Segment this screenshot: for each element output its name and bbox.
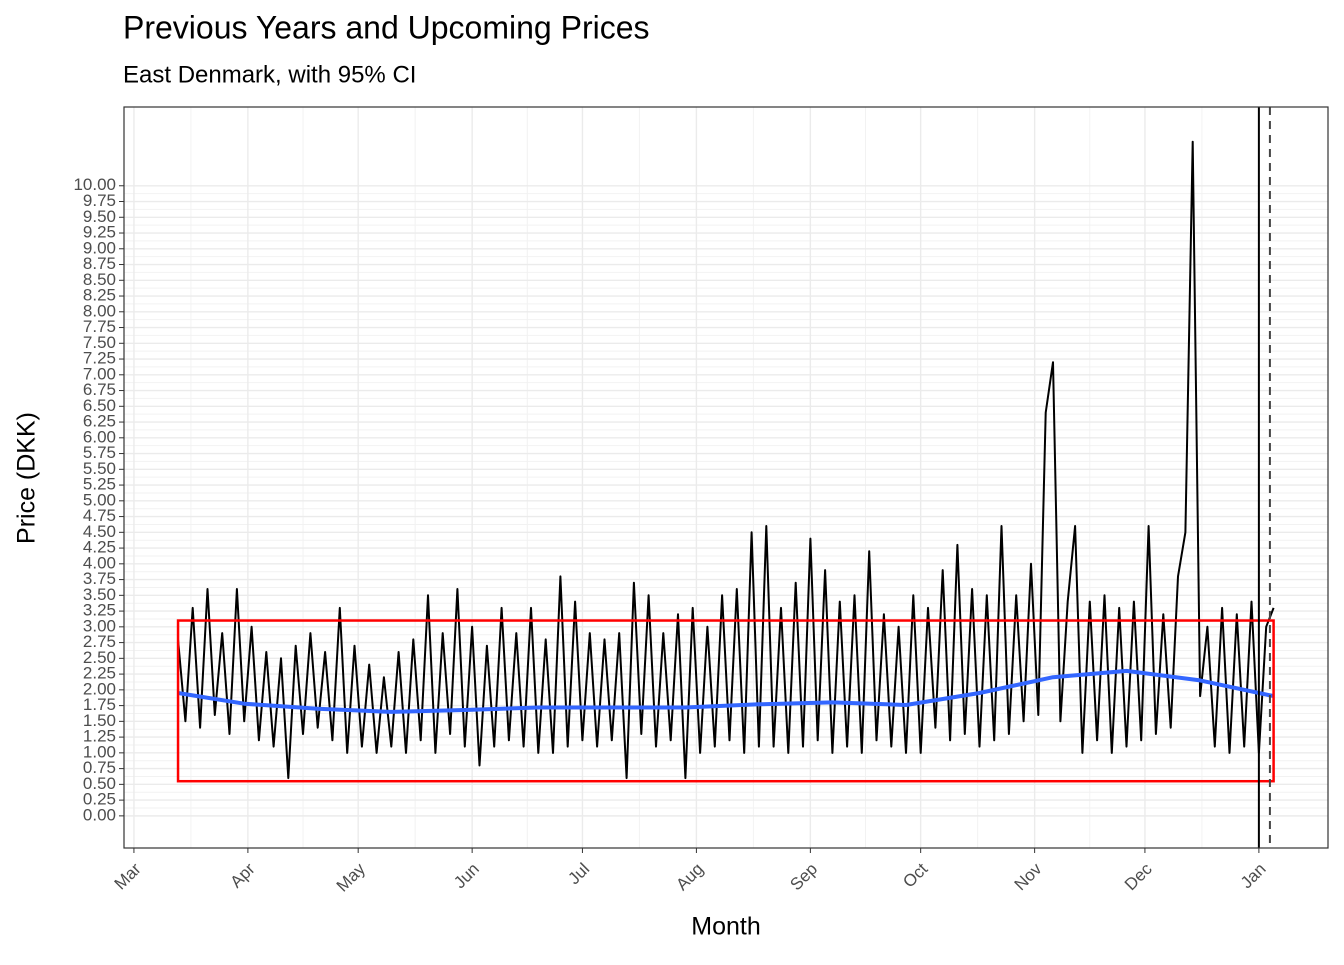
y-tick-label: 2.50 xyxy=(83,648,116,667)
y-tick-label: 7.00 xyxy=(83,364,116,383)
price-line xyxy=(177,140,1275,780)
y-tick-label: 1.00 xyxy=(83,742,116,761)
y-tick-label: 2.00 xyxy=(83,679,116,698)
y-tick-label: 0.50 xyxy=(83,774,116,793)
y-tick-label: 0.25 xyxy=(83,790,116,809)
x-tick-label: Sep xyxy=(786,859,821,894)
y-tick-label: 4.75 xyxy=(83,506,116,525)
y-tick-label: 4.25 xyxy=(83,538,116,557)
y-tick-label: 5.00 xyxy=(83,490,116,509)
y-tick-label: 7.25 xyxy=(83,349,116,368)
y-tick-label: 6.00 xyxy=(83,427,116,446)
y-tick-label: 8.25 xyxy=(83,286,116,305)
y-tick-label: 7.50 xyxy=(83,333,116,352)
y-tick-label: 9.00 xyxy=(83,238,116,257)
y-tick-label: 6.25 xyxy=(83,412,116,431)
y-tick-label: 8.00 xyxy=(83,301,116,320)
chart-title: Previous Years and Upcoming Prices xyxy=(123,9,650,45)
x-tick-label: Jul xyxy=(564,859,593,888)
y-tick-label: 3.00 xyxy=(83,616,116,635)
y-tick-label: 0.00 xyxy=(83,805,116,824)
y-tick-label: 1.75 xyxy=(83,695,116,714)
x-axis-title: Month xyxy=(691,913,760,941)
y-tick-label: 7.75 xyxy=(83,317,116,336)
x-tick-label: Nov xyxy=(1011,859,1046,894)
x-tick-label: Jan xyxy=(1237,859,1270,892)
y-axis-title: Price (DKK) xyxy=(13,412,41,544)
y-tick-label: 5.25 xyxy=(83,475,116,494)
x-tick-label: Aug xyxy=(672,859,707,894)
y-tick-label: 9.75 xyxy=(83,191,116,210)
x-tick-label: Jun xyxy=(450,859,483,892)
plot-border xyxy=(123,106,1329,849)
y-tick-label: 5.50 xyxy=(83,459,116,478)
y-tick-label: 6.50 xyxy=(83,396,116,415)
trend-line xyxy=(177,668,1275,714)
y-tick-label: 4.00 xyxy=(83,553,116,572)
highlight-box xyxy=(176,619,1275,783)
chart-subtitle: East Denmark, with 95% CI xyxy=(123,61,416,88)
x-tick-label: May xyxy=(333,859,369,895)
y-tick-label: 1.25 xyxy=(83,727,116,746)
y-tick-label: 2.75 xyxy=(83,632,116,651)
y-tick-label: 3.75 xyxy=(83,569,116,588)
y-tick-label: 8.75 xyxy=(83,254,116,273)
x-tick-label: Apr xyxy=(227,859,259,891)
y-tick-label: 1.50 xyxy=(83,711,116,730)
y-tick-label: 0.75 xyxy=(83,758,116,777)
x-tick-label: Mar xyxy=(111,859,145,893)
y-tick-label: 4.50 xyxy=(83,522,116,541)
y-tick-label: 3.50 xyxy=(83,585,116,604)
y-tick-label: 5.75 xyxy=(83,443,116,462)
y-tick-label: 9.25 xyxy=(83,223,116,242)
y-tick-label: 8.50 xyxy=(83,270,116,289)
x-tick-label: Dec xyxy=(1121,859,1156,894)
y-tick-label: 6.75 xyxy=(83,380,116,399)
y-tick-label: 9.50 xyxy=(83,207,116,226)
y-tick-label: 3.25 xyxy=(83,601,116,620)
x-tick-label: Oct xyxy=(899,859,931,891)
y-tick-label: 10.00 xyxy=(73,175,116,194)
y-tick-label: 2.25 xyxy=(83,664,116,683)
